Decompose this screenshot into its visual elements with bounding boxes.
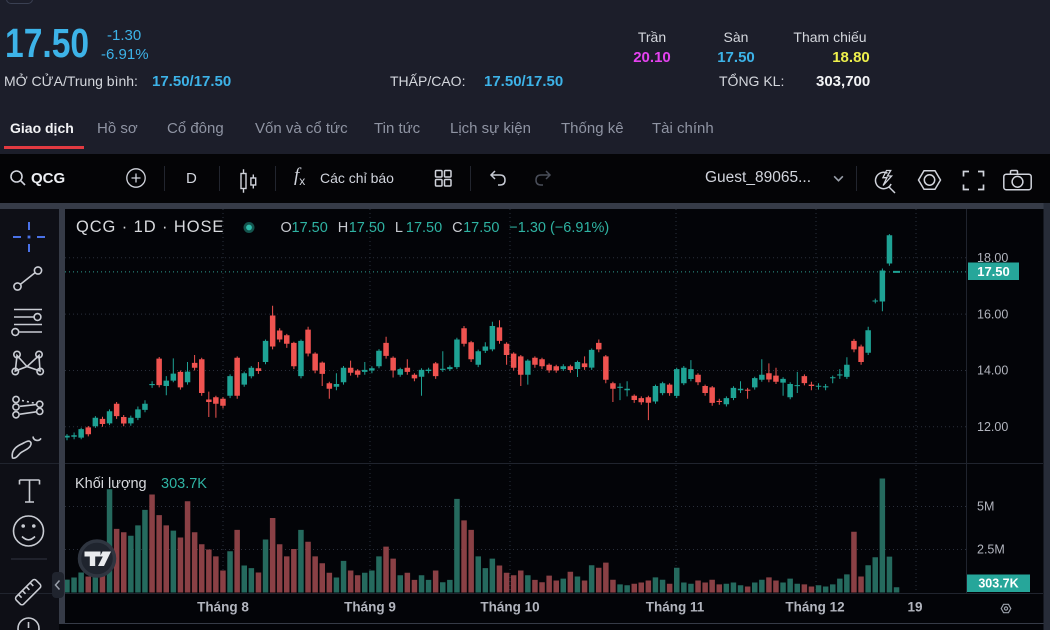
svg-text:17.50: 17.50	[463, 220, 499, 236]
svg-text:C: C	[452, 220, 462, 236]
svg-text:14.00: 14.00	[977, 364, 1008, 378]
svg-text:Tháng 12: Tháng 12	[785, 600, 844, 615]
svg-text:16.00: 16.00	[977, 307, 1008, 321]
svg-text:O: O	[281, 220, 292, 236]
svg-text:17.50: 17.50	[977, 264, 1010, 279]
svg-text:19: 19	[907, 600, 922, 615]
svg-text:17.50: 17.50	[292, 220, 328, 236]
svg-text:303.7K: 303.7K	[161, 476, 207, 492]
svg-text:L: L	[395, 220, 403, 236]
svg-text:Tháng 11: Tháng 11	[646, 600, 705, 615]
svg-text:12.00: 12.00	[977, 420, 1008, 434]
svg-text:17.50: 17.50	[349, 220, 385, 236]
svg-text:5M: 5M	[977, 500, 994, 514]
svg-text:Tháng 9: Tháng 9	[344, 600, 396, 615]
svg-text:Tháng 8: Tháng 8	[197, 600, 249, 615]
svg-text:17.50: 17.50	[406, 220, 442, 236]
svg-text:2.5M: 2.5M	[977, 543, 1005, 557]
svg-text:Khối lượng: Khối lượng	[75, 476, 147, 492]
svg-text:18.00: 18.00	[977, 251, 1008, 265]
svg-text:303.7K: 303.7K	[978, 577, 1018, 591]
svg-text:H: H	[338, 220, 348, 236]
svg-text:QCG · 1D · HOSE: QCG · 1D · HOSE	[76, 218, 224, 236]
svg-text:Tháng 10: Tháng 10	[480, 600, 539, 615]
svg-text:−1.30 (−6.91%): −1.30 (−6.91%)	[509, 220, 609, 236]
